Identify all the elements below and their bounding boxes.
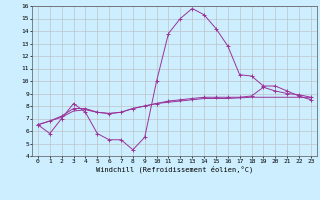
X-axis label: Windchill (Refroidissement éolien,°C): Windchill (Refroidissement éolien,°C) [96, 165, 253, 173]
